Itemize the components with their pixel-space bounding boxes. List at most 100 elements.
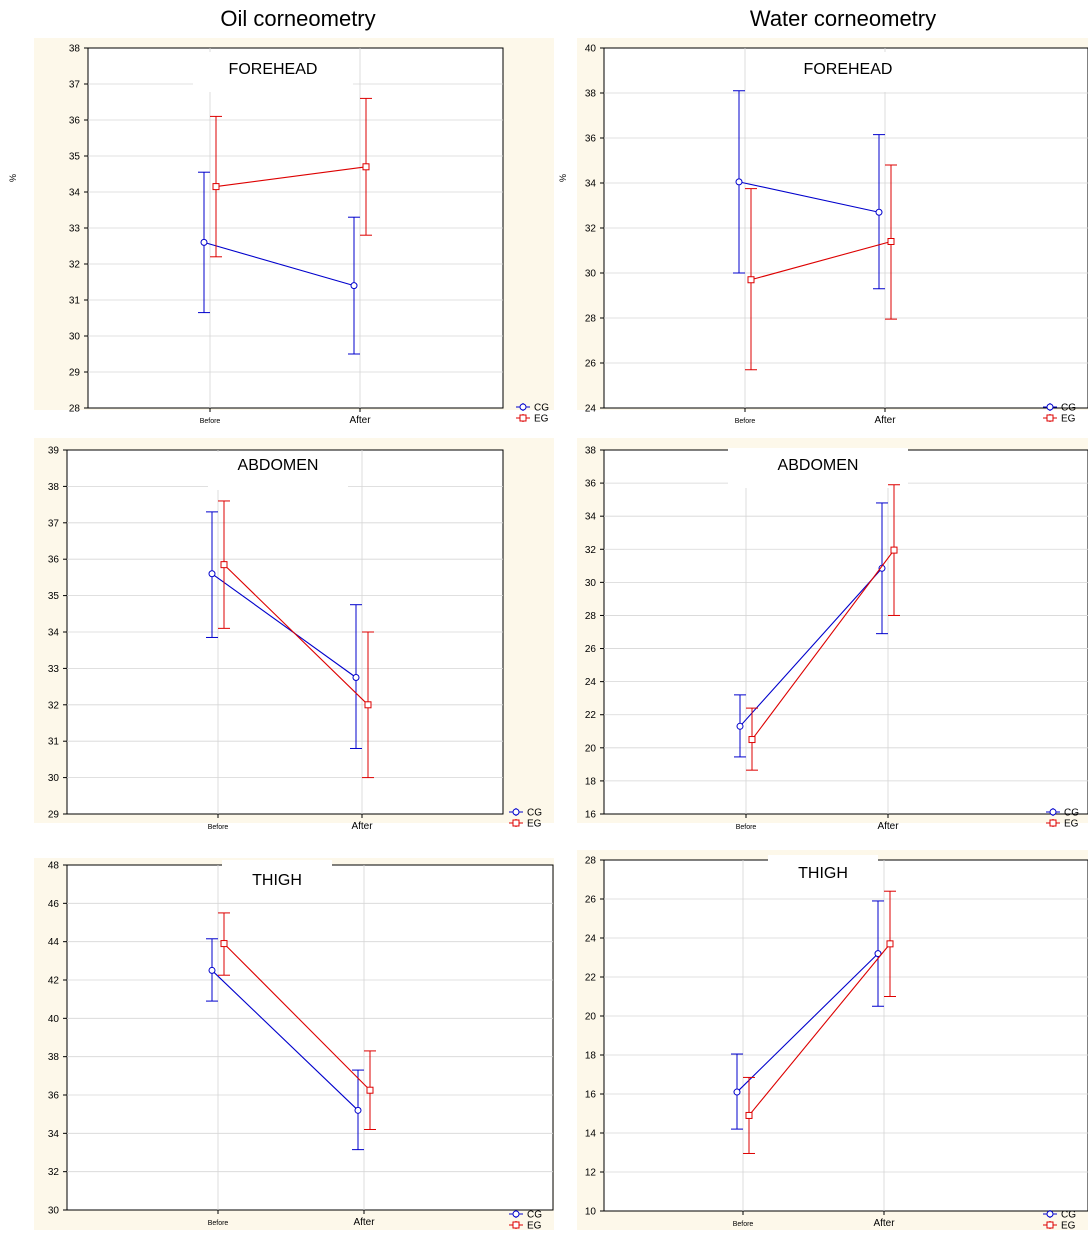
y-tick-label: 36 [69, 116, 81, 127]
y-tick-label: 28 [69, 404, 81, 415]
y-tick-label: 34 [48, 628, 60, 639]
point-marker-eg [745, 1111, 753, 1119]
y-tick-label: 31 [48, 737, 60, 748]
y-tick-label: 32 [585, 545, 597, 556]
y-tick-label: 18 [585, 776, 597, 787]
legend-marker-cg [512, 808, 520, 816]
x-tick-label-after: After [349, 415, 371, 426]
y-tick-label: 14 [585, 1129, 597, 1140]
legend-label-eg: EG [527, 819, 542, 830]
point-marker-cg [350, 282, 358, 290]
title-box [222, 860, 332, 900]
x-tick-label-before: Before [733, 1221, 754, 1228]
y-tick-label: 38 [48, 1052, 60, 1063]
y-tick-label: 24 [585, 934, 597, 945]
legend-marker-eg [512, 1221, 520, 1229]
title-box [728, 448, 908, 488]
series-line-cg [203, 241, 355, 287]
series-line-eg [748, 943, 891, 1116]
point-marker-eg [366, 1086, 374, 1094]
y-tick-label: 20 [585, 1012, 597, 1023]
legend-marker-eg [1046, 414, 1054, 422]
plot-area [66, 864, 554, 1211]
y-axis-label: % [8, 174, 18, 182]
y-tick-label: 38 [48, 482, 60, 493]
legend-label-cg: CG [527, 1210, 542, 1221]
x-tick-label-before: Before [736, 824, 757, 831]
y-tick-label: 28 [585, 314, 597, 325]
legend-label-eg: EG [1061, 1221, 1076, 1232]
title-box [193, 52, 353, 92]
y-tick-label: 42 [48, 976, 60, 987]
y-tick-label: 29 [69, 368, 81, 379]
y-tick-label: 35 [69, 152, 81, 163]
point-marker-eg [886, 940, 894, 948]
point-marker-cg [352, 674, 360, 681]
y-tick-label: 38 [585, 89, 597, 100]
y-tick-label: 37 [48, 518, 60, 529]
x-tick-label-after: After [351, 821, 373, 832]
panel-title: ABDOMEN [778, 457, 859, 474]
y-tick-label: 32 [69, 260, 81, 271]
y-tick-label: 30 [69, 332, 81, 343]
legend-label-cg: CG [1061, 403, 1076, 414]
point-marker-cg [208, 570, 216, 578]
legend-label-eg: EG [534, 414, 549, 425]
x-tick-label-after: After [877, 821, 899, 832]
legend-marker-eg [1046, 1221, 1054, 1229]
title-box [768, 855, 878, 895]
y-tick-label: 32 [585, 224, 597, 235]
y-tick-label: 44 [48, 937, 60, 948]
point-marker-cg [874, 950, 882, 958]
y-tick-label: 30 [48, 773, 60, 784]
point-marker-eg [364, 701, 372, 709]
y-tick-label: 26 [585, 359, 597, 370]
y-tick-label: 38 [585, 446, 597, 457]
series-line-eg [223, 943, 371, 1091]
legend-marker-cg [519, 403, 527, 411]
y-tick-label: 30 [585, 578, 597, 589]
point-marker-cg [736, 722, 744, 730]
panel-title: THIGH [252, 872, 302, 889]
legend-label-eg: EG [1061, 414, 1076, 425]
y-tick-label: 36 [585, 134, 597, 145]
title-box [768, 52, 928, 92]
y-tick-label: 33 [48, 664, 60, 675]
y-tick-label: 30 [585, 269, 597, 280]
y-tick-label: 32 [48, 700, 60, 711]
y-tick-label: 29 [48, 810, 60, 821]
point-marker-cg [875, 208, 883, 216]
panel-abdomen-water: 16 18 20 22 24 26 28 30 32 34 36 38 Before After ABDOM… [577, 438, 1088, 832]
panel-forehead-water: 24 26 28 30 32 34 36 38 40 Before After% FOREHEAD CG… [558, 38, 1088, 426]
panel-forehead-oil: 28 29 30 31 32 33 34 35 36 37 38 Before After% FOREHE… [8, 38, 554, 426]
y-tick-label: 40 [48, 1014, 60, 1025]
point-marker-eg [887, 238, 895, 245]
column-title-water: Water corneometry [749, 6, 937, 31]
legend-label-cg: CG [1064, 808, 1079, 819]
point-marker-eg [890, 546, 898, 554]
x-tick-label-before: Before [200, 418, 221, 425]
y-tick-label: 36 [585, 479, 597, 490]
legend-marker-eg [512, 819, 520, 827]
series-line-cg [736, 953, 879, 1093]
panel-title: ABDOMEN [238, 457, 319, 474]
series-line-eg [215, 166, 367, 188]
legend-marker-eg [519, 414, 527, 422]
y-tick-label: 30 [48, 1206, 60, 1217]
x-tick-label-before: Before [208, 1220, 229, 1227]
title-box [208, 452, 348, 490]
panel-abdomen-oil: 29 30 31 32 33 34 35 36 37 38 39 Before After ABDOMEN… [34, 438, 554, 832]
x-tick-label-before: Before [208, 824, 229, 831]
series-line-eg [750, 240, 892, 281]
y-tick-label: 20 [585, 743, 597, 754]
legend-marker-cg [512, 1210, 520, 1218]
series-line-cg [211, 970, 359, 1111]
point-marker-eg [220, 561, 228, 569]
y-tick-label: 18 [585, 1051, 597, 1062]
y-tick-label: 34 [585, 179, 597, 190]
point-marker-eg [748, 736, 756, 744]
y-tick-label: 32 [48, 1167, 60, 1178]
